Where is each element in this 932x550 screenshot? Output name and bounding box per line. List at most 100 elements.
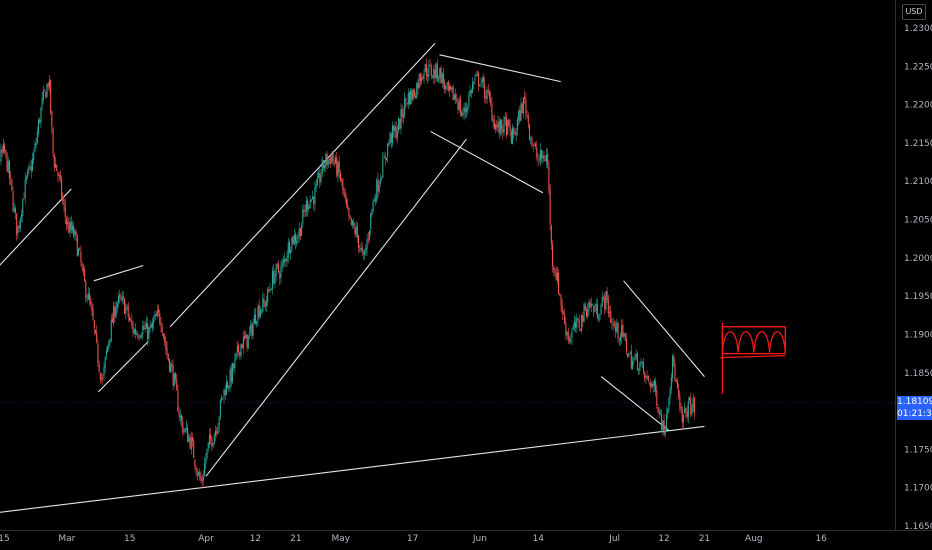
annotation-box[interactable] xyxy=(721,326,786,355)
bullish-candle xyxy=(250,320,252,336)
price-axis[interactable]: 1.23000 1.22500 1.22000 1.21500 1.21000 1.205… xyxy=(904,24,932,532)
bullish-candle xyxy=(381,176,383,181)
bullish-candle xyxy=(471,77,474,94)
bullish-candle xyxy=(269,283,271,294)
bullish-candle xyxy=(469,85,471,97)
bearish-candle xyxy=(30,159,32,179)
trendline[interactable] xyxy=(0,425,705,514)
bearish-candle xyxy=(187,424,189,443)
bullish-candle xyxy=(214,425,217,442)
bearish-candle xyxy=(419,72,421,87)
bearish-candle xyxy=(554,267,556,278)
bearish-candle xyxy=(138,334,140,342)
bearish-candle xyxy=(299,227,301,241)
trendline[interactable] xyxy=(600,376,669,431)
bearish-candle xyxy=(47,81,49,90)
bullish-candle xyxy=(321,156,323,178)
bullish-candle xyxy=(46,82,48,98)
bearish-candle xyxy=(4,142,6,154)
bearish-candle xyxy=(200,471,202,484)
bearish-candle xyxy=(11,179,13,192)
bullish-candle xyxy=(77,247,80,257)
bearish-candle xyxy=(646,370,648,380)
bearish-candle xyxy=(648,382,651,386)
bearish-candle xyxy=(344,188,346,203)
bullish-candle xyxy=(21,209,23,223)
annotation-underline[interactable] xyxy=(720,355,786,359)
bearish-candle xyxy=(464,102,466,119)
bearish-candle xyxy=(124,297,126,315)
bearish-candle xyxy=(627,352,629,359)
bearish-candle xyxy=(319,167,321,188)
bearish-candle xyxy=(560,294,562,312)
trendline[interactable] xyxy=(205,138,467,477)
bearish-candle xyxy=(211,435,213,451)
bullish-candle xyxy=(67,215,69,230)
bullish-candle xyxy=(682,413,685,428)
time-axis-tick-label: Jun xyxy=(472,534,487,544)
bullish-candle xyxy=(669,386,671,405)
bearish-candle xyxy=(98,360,100,374)
bearish-candle xyxy=(536,140,538,161)
currency-badge[interactable]: USD xyxy=(902,4,926,20)
trendline[interactable] xyxy=(169,42,436,328)
bullish-candle xyxy=(383,151,385,158)
bullish-candle xyxy=(371,209,373,218)
trendline[interactable] xyxy=(0,188,72,285)
time-axis-tick-label: 12 xyxy=(250,534,261,544)
bearish-candle xyxy=(519,105,521,124)
bearish-candle xyxy=(650,379,652,393)
trendline[interactable] xyxy=(93,264,144,282)
bearish-candle xyxy=(502,124,504,140)
bullish-candle xyxy=(40,106,42,129)
trendline[interactable] xyxy=(439,54,561,83)
trendline[interactable] xyxy=(623,280,705,377)
bearish-candle xyxy=(361,242,363,256)
bullish-candle xyxy=(301,222,303,237)
bullish-candle xyxy=(69,217,71,238)
bearish-candle xyxy=(182,416,184,437)
bullish-candle xyxy=(458,96,460,112)
bearish-candle xyxy=(413,88,415,98)
bearish-candle xyxy=(174,371,177,384)
bearish-candle xyxy=(526,110,528,119)
bearish-candle xyxy=(99,372,101,385)
bearish-candle xyxy=(553,265,555,277)
bearish-candle xyxy=(565,317,567,340)
bullish-candle xyxy=(207,442,209,453)
bearish-candle xyxy=(1,145,3,158)
bearish-candle xyxy=(349,215,351,219)
bearish-candle xyxy=(261,309,263,315)
bullish-candle xyxy=(287,238,289,264)
bearish-candle xyxy=(425,58,428,81)
bearish-candle xyxy=(6,151,8,172)
bearish-candle xyxy=(589,298,591,309)
trendline[interactable] xyxy=(97,341,149,393)
bearish-candle xyxy=(39,117,41,125)
current-price-value: 1.18109 xyxy=(897,397,932,407)
bearish-candle xyxy=(53,152,55,172)
bullish-candle xyxy=(475,71,477,78)
bearish-candle xyxy=(524,91,526,104)
bullish-candle xyxy=(125,302,127,320)
bullish-candle xyxy=(33,149,35,164)
bearish-candle xyxy=(377,171,379,199)
bullish-candle xyxy=(228,385,230,393)
time-axis-tick-label: 21 xyxy=(290,534,301,544)
bullish-candle xyxy=(599,313,601,322)
bullish-candle xyxy=(641,361,643,369)
time-axis[interactable]: 15 Mar 15 Apr 12 21 May 17 Jun 14 Jul 12 21 Aug 16 xyxy=(0,534,827,544)
bearish-candle xyxy=(544,155,546,162)
bullish-candle xyxy=(221,394,223,403)
bearish-candle xyxy=(356,221,358,243)
bearish-candle xyxy=(189,433,191,450)
bearish-candle xyxy=(51,110,53,134)
bullish-candle xyxy=(351,219,354,229)
trendline[interactable] xyxy=(430,130,544,194)
bearish-candle xyxy=(395,120,397,142)
bearish-candle xyxy=(233,362,235,372)
bullish-candle xyxy=(108,339,110,351)
annotation-scribble[interactable] xyxy=(721,331,786,353)
bearish-candle xyxy=(663,413,665,438)
